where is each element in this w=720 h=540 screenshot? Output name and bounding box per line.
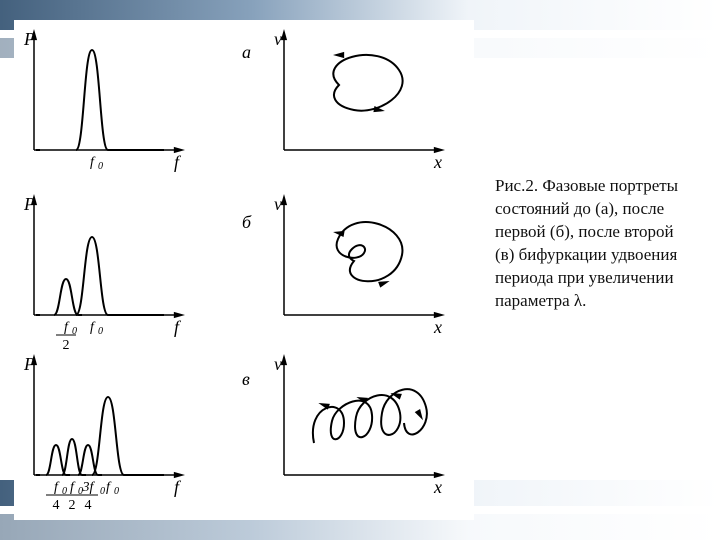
svg-text:x: x (433, 317, 442, 337)
svg-text:4: 4 (53, 498, 60, 513)
svg-text:f: f (174, 152, 182, 172)
svg-text:2: 2 (63, 338, 70, 353)
svg-text:0: 0 (114, 486, 119, 497)
figure-svg: Pff0vxаPff02f0vxбPff04f023f04f0vxв (14, 20, 474, 520)
svg-text:v: v (274, 354, 282, 374)
svg-text:2: 2 (69, 498, 76, 513)
svg-text:f: f (90, 320, 96, 335)
svg-text:f: f (90, 155, 96, 170)
svg-text:x: x (433, 152, 442, 172)
svg-text:0: 0 (100, 486, 105, 497)
svg-text:f: f (106, 480, 112, 495)
slide: Pff0vxаPff02f0vxбPff04f023f04f0vxв Рис.2… (0, 0, 720, 540)
svg-text:f: f (174, 477, 182, 497)
svg-text:P: P (23, 354, 35, 374)
svg-text:f: f (64, 320, 70, 335)
figure-caption: Рис.2. Фазовые портреты состояний до (а)… (495, 175, 695, 313)
svg-text:4: 4 (85, 498, 92, 513)
figure-block: Pff0vxаPff02f0vxбPff04f023f04f0vxв (14, 20, 474, 520)
svg-text:0: 0 (98, 161, 103, 172)
svg-text:f: f (70, 480, 76, 495)
svg-text:P: P (23, 194, 35, 214)
svg-text:б: б (242, 212, 252, 232)
svg-text:а: а (242, 42, 251, 62)
svg-text:3f: 3f (82, 480, 96, 495)
svg-text:0: 0 (98, 326, 103, 337)
svg-text:f: f (174, 317, 182, 337)
svg-text:f: f (54, 480, 60, 495)
svg-text:v: v (274, 194, 282, 214)
svg-text:P: P (23, 29, 35, 49)
svg-text:в: в (242, 369, 250, 389)
svg-text:v: v (274, 29, 282, 49)
svg-text:x: x (433, 477, 442, 497)
